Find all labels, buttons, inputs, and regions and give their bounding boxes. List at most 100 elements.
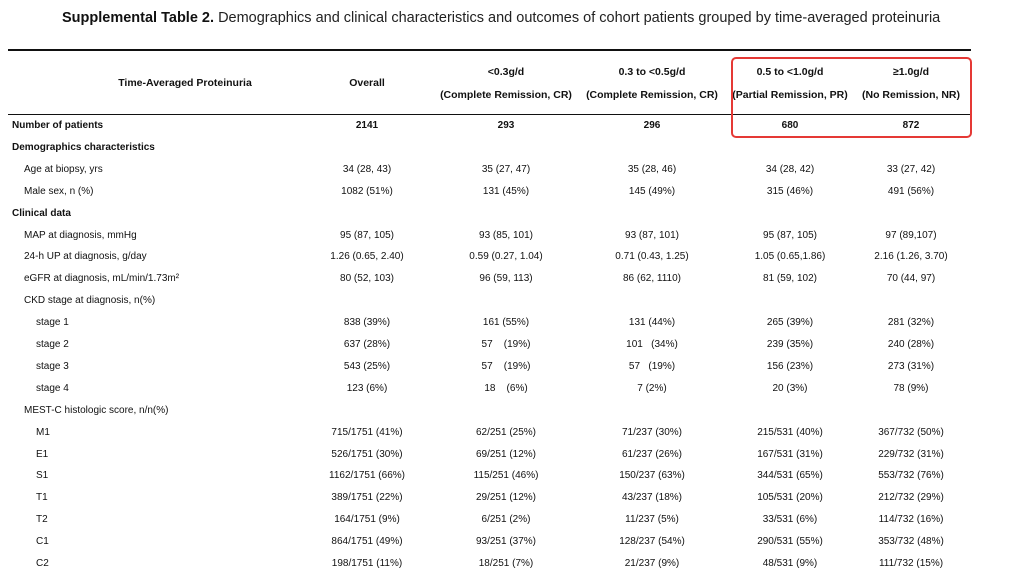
table-cell: 1162/1751 (66%) <box>329 470 405 482</box>
table-row: E1 526/1751 (30%) 69/251 (12%) 61/237 (26%)… <box>0 444 1011 466</box>
row-label: T1 <box>36 492 48 504</box>
table-row: C2 198/1751 (11%) 18/251 (7%) 21/237 (9%) 48… <box>0 553 1011 575</box>
table-cell: 0.71 (0.43, 1.25) <box>615 251 689 263</box>
table-row: stage 2 637 (28%) 57 (19%) 101 (34%) 239 (35… <box>0 334 1011 356</box>
table-title-text: Demographics and clinical characteristic… <box>218 10 941 26</box>
table-cell: 33 (27, 42) <box>886 163 936 175</box>
table-cell: 35 (28, 46) <box>627 163 677 175</box>
table-row: MAP at diagnosis, mmHg 95 (87, 105) 93 (85… <box>0 225 1011 247</box>
table-cell: 229/732 (31%) <box>878 448 944 460</box>
table-cell: 296 <box>643 120 661 131</box>
table-cell: 43/237 (18%) <box>621 492 683 504</box>
table-row: stage 4 123 (6%) 18 (6%) 7 (2%) 20 (3%) 78 (9… <box>0 378 1011 400</box>
table-cell: 115/251 (46%) <box>473 470 539 482</box>
table-cell: 80 (52, 103) <box>340 273 394 285</box>
table-cell: 48/531 (9%) <box>762 558 818 569</box>
table-row: S1 1162/1751 (66%) 115/251 (46%) 150/237 (6… <box>0 465 1011 487</box>
table-cell: 131 (44%) <box>628 317 676 329</box>
row-label: Demographics characteristics <box>12 141 155 153</box>
table-cell: 161 (55%) <box>482 317 530 329</box>
table-row: MEST-C histologic score, n/n(%) <box>0 400 1011 422</box>
row-label: 24-h UP at diagnosis, g/day <box>24 251 147 263</box>
row-label: MEST-C histologic score, n/n(%) <box>24 404 169 416</box>
table-row: Age at biopsy, yrs 34 (28, 43) 35 (27, 47)… <box>0 159 1011 181</box>
table-cell: 61/237 (26%) <box>621 448 683 460</box>
header-col-nr-line1: ≥1.0g/d <box>892 66 930 78</box>
table-cell: 111/732 (15%) <box>878 558 944 569</box>
header-col-cr1-line1: <0.3g/d <box>487 66 525 78</box>
table-cell: 18/251 (7%) <box>478 558 534 569</box>
table-cell: 131 (45%) <box>482 185 530 197</box>
table-cell: 367/732 (50%) <box>878 426 944 438</box>
table-cell: 215/531 (40%) <box>757 426 823 438</box>
table-cell: 6/251 (2%) <box>481 514 531 526</box>
header-col-nr-line2: (No Remission, NR) <box>861 89 960 101</box>
row-label: M1 <box>36 426 50 438</box>
table-cell: 35 (27, 47) <box>481 163 531 175</box>
table-cell: 2.16 (1.26, 3.70) <box>874 251 948 263</box>
table-cell: 2141 <box>355 120 379 131</box>
table-cell: 95 (87, 105) <box>763 229 817 241</box>
table-cell: 34 (28, 43) <box>342 163 392 175</box>
table-title-label: Supplemental Table 2. <box>62 10 215 26</box>
row-label: Male sex, n (%) <box>24 185 94 197</box>
table-cell: 290/531 (55%) <box>757 536 823 548</box>
table-cell: 101 (34%) <box>626 339 678 350</box>
table-cell: 81 (59, 102) <box>763 273 817 285</box>
table-cell: 637 (28%) <box>343 339 391 350</box>
header-rule <box>8 114 971 115</box>
table-cell: 33/531 (6%) <box>762 514 818 526</box>
table-cell: 93 (87, 101) <box>625 229 679 241</box>
table-cell: 156 (23%) <box>766 360 814 372</box>
table-cell: 164/1751 (9%) <box>334 514 400 526</box>
table-cell: 86 (62, 1110) <box>622 273 681 285</box>
header-col-cr1-line2: (Complete Remission, CR) <box>440 89 572 101</box>
table-cell: 293 <box>497 120 515 131</box>
table-cell: 265 (39%) <box>766 317 814 329</box>
table-cell: 69/251 (12%) <box>475 448 537 460</box>
table-cell: 167/531 (31%) <box>757 448 823 460</box>
table-cell: 150/237 (63%) <box>619 470 685 482</box>
table-cell: 57 (19%) <box>481 360 531 372</box>
header-col-pr-line1: 0.5 to <1.0g/d <box>756 66 824 78</box>
row-label: C2 <box>36 558 49 569</box>
row-label: Clinical data <box>12 207 71 219</box>
table-cell: 553/732 (76%) <box>878 470 944 482</box>
table-cell: 1082 (51%) <box>341 185 393 197</box>
table-cell: 353/732 (48%) <box>878 536 944 548</box>
table-cell: 273 (31%) <box>887 360 935 372</box>
table-row: Demographics characteristics <box>0 137 1011 159</box>
row-label: C1 <box>36 536 49 548</box>
table-cell: 315 (46%) <box>766 185 814 197</box>
table-cell: 93 (85, 101) <box>479 229 533 241</box>
table-cell: 57 (19%) <box>628 360 676 372</box>
table-cell: 7 (2%) <box>637 382 667 394</box>
row-label: Age at biopsy, yrs <box>24 163 103 175</box>
row-label: S1 <box>36 470 49 482</box>
row-label: CKD stage at diagnosis, n(%) <box>24 295 156 307</box>
table-header: Time-Averaged Proteinuria Overall <0.3g/… <box>0 58 1011 110</box>
table-cell: 715/1751 (41%) <box>331 426 403 438</box>
row-label: stage 3 <box>36 360 69 372</box>
header-col-cr2-line2: (Complete Remission, CR) <box>586 89 718 101</box>
table-cell: 34 (28, 42) <box>765 163 815 175</box>
table-row: Male sex, n (%) 1082 (51%) 131 (45%) 145 (4… <box>0 181 1011 203</box>
table-cell: 96 (59, 113) <box>479 273 533 285</box>
row-label: MAP at diagnosis, mmHg <box>24 229 137 241</box>
row-label: T2 <box>36 514 48 526</box>
table-cell: 872 <box>902 120 920 131</box>
table-cell: 389/1751 (22%) <box>331 492 403 504</box>
row-label: E1 <box>36 448 49 460</box>
table-row: eGFR at diagnosis, mL/min/1.73m² 80 (52, … <box>0 268 1011 290</box>
table-row: stage 1 838 (39%) 161 (55%) 131 (44%) 265 (3… <box>0 312 1011 334</box>
table-cell: 71/237 (30%) <box>621 426 683 438</box>
row-label: eGFR at diagnosis, mL/min/1.73m² <box>24 273 180 285</box>
header-group-label: Time-Averaged Proteinuria <box>118 77 252 89</box>
top-rule <box>8 49 971 51</box>
table-cell: 526/1751 (30%) <box>331 448 403 460</box>
table-cell: 680 <box>781 120 799 131</box>
table-row: Clinical data <box>0 203 1011 225</box>
table-title: Supplemental Table 2. Demographics and c… <box>62 10 992 26</box>
table-cell: 18 (6%) <box>484 382 528 394</box>
table-cell: 1.26 (0.65, 2.40) <box>330 251 404 263</box>
